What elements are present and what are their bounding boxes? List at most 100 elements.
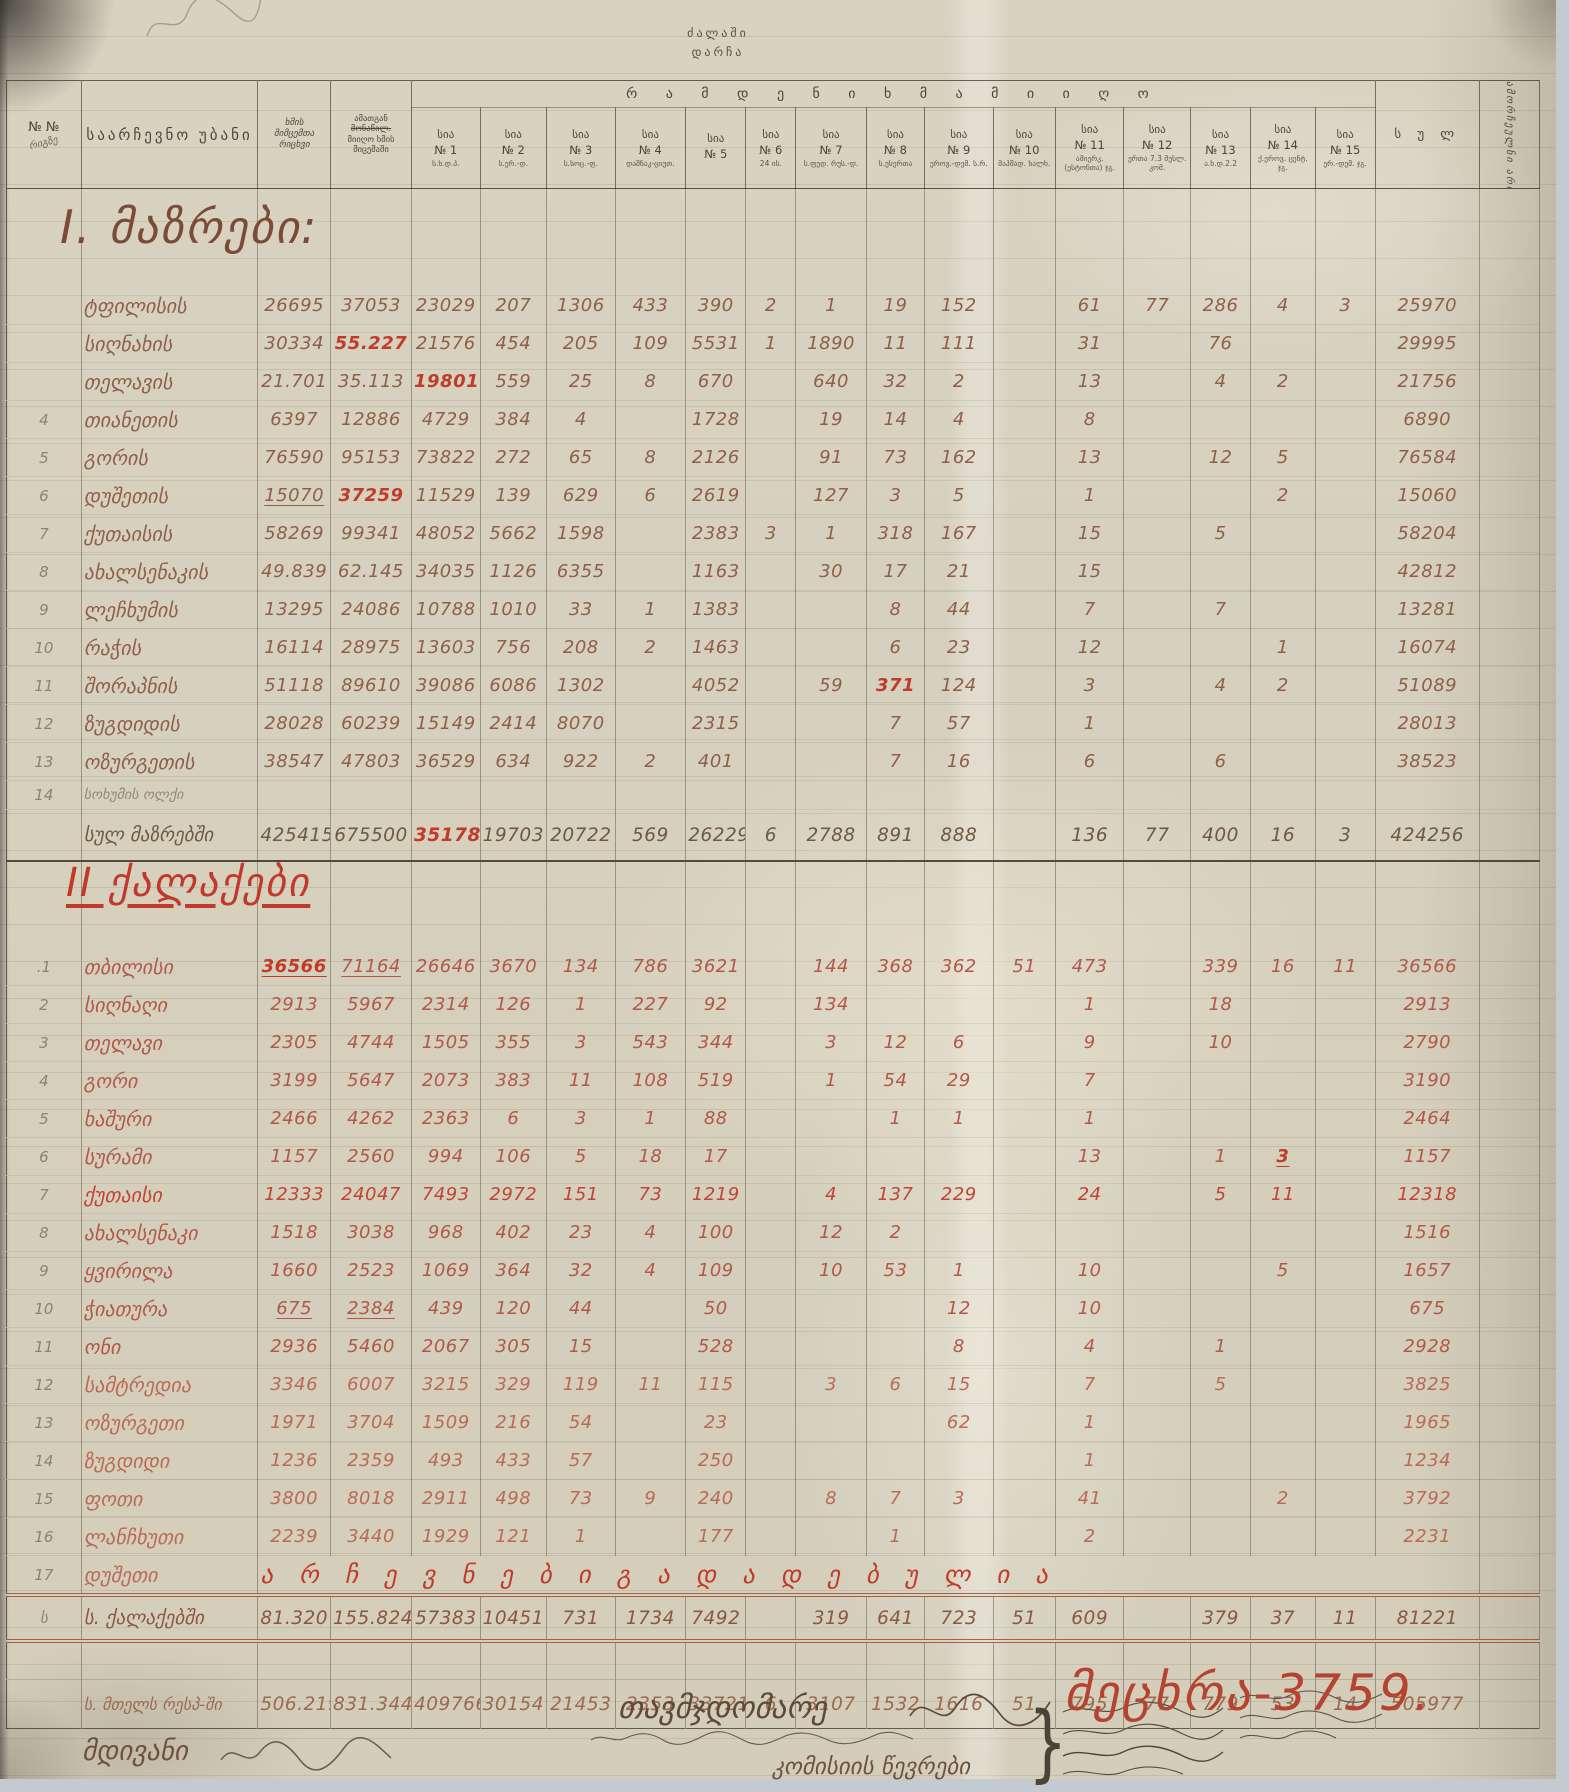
value-cell: 1 xyxy=(1055,1441,1125,1480)
value-cell: 5 xyxy=(1250,438,1316,477)
value-cell: 42812 xyxy=(1375,552,1480,591)
value-cell: 92 xyxy=(685,985,747,1024)
value-cell xyxy=(1123,1479,1191,1518)
value-cell: 18 xyxy=(1190,985,1252,1024)
chairman-signature-scribble xyxy=(909,1693,1051,1726)
value-cell: 59 xyxy=(795,666,867,705)
row-number: 12 xyxy=(6,1365,82,1404)
table-row: 14 ზუგდიდი 1236 2359 493 433 57 250 1 1234 xyxy=(6,1441,1541,1480)
row-number xyxy=(6,809,82,862)
secretary-label: მდივანი xyxy=(82,1736,188,1767)
list-number: № 14 xyxy=(1267,138,1298,153)
spacer-cell xyxy=(745,1641,797,1680)
table-row: სიღნახის 30334 55.227 21576 454 205 109 5531 1 18… xyxy=(6,324,1541,363)
top-note-line1: ძალაში xyxy=(687,26,749,40)
value-cell xyxy=(1123,1175,1191,1214)
value-cell: 11 xyxy=(1315,1593,1376,1643)
value-cell: 109 xyxy=(685,1251,747,1290)
value-cell: 3 xyxy=(1315,287,1376,325)
band-cell xyxy=(795,188,867,287)
value-cell xyxy=(1315,985,1376,1024)
precinct-name: ჭიათურა xyxy=(81,1289,259,1328)
value-cell: 17 xyxy=(866,552,926,591)
value-cell: 390 xyxy=(685,287,747,325)
value-cell: 12 xyxy=(1055,628,1125,667)
value-cell xyxy=(745,628,797,667)
value-cell: 2363 xyxy=(411,1099,481,1138)
value-cell xyxy=(1315,628,1376,667)
value-cell: 12 xyxy=(924,1289,994,1328)
value-cell: 32 xyxy=(866,362,926,401)
value-cell: 12318 xyxy=(1375,1175,1480,1214)
value-cell xyxy=(993,287,1056,325)
precinct-name: ქუთაისის xyxy=(81,514,259,553)
band-cell xyxy=(1375,861,1480,948)
red-stamp-number: მეცხრა-3759. xyxy=(1064,1664,1433,1722)
precinct-name: ზუგდიდი xyxy=(81,1441,259,1480)
value-cell xyxy=(993,1479,1056,1518)
value-cell: 329 xyxy=(480,1365,548,1404)
value-cell: 1 xyxy=(546,1517,616,1556)
value-cell xyxy=(924,1137,994,1176)
value-cell: 3 xyxy=(866,476,926,515)
precinct-name: სიღნახის xyxy=(81,324,259,363)
value-cell xyxy=(993,1023,1056,1062)
remark-cell xyxy=(1479,1593,1541,1643)
list-number: № 13 xyxy=(1205,142,1236,157)
spacer-cell xyxy=(1190,1641,1252,1680)
band-cell xyxy=(685,188,747,287)
value-cell: 2464 xyxy=(1375,1099,1480,1138)
band-cell xyxy=(1250,188,1316,287)
table-row: 10 ჭიათურა 675 2384 439 120 44 50 12 10 675 xyxy=(6,1289,1541,1328)
spacer-cell xyxy=(866,1641,926,1680)
value-cell: 1660 xyxy=(257,1251,332,1290)
band-cell xyxy=(1190,188,1252,287)
value-cell xyxy=(1123,666,1191,705)
row-number: 4 xyxy=(6,400,82,439)
value-cell: 1 xyxy=(1250,628,1316,667)
value-cell: 7 xyxy=(866,742,926,781)
table-row: 3 თელავი 2305 4744 1505 355 3 543 344 3 12 6 9 10 2790 xyxy=(6,1023,1541,1062)
value-cell: 37 xyxy=(1250,1593,1316,1643)
value-cell: 44 xyxy=(546,1289,616,1328)
band-cell xyxy=(411,188,481,287)
list-number: № 4 xyxy=(638,142,662,157)
col-header-list-5: სია № 5 xyxy=(685,107,747,189)
value-cell: 1 xyxy=(1190,1137,1252,1176)
value-cell: 1163 xyxy=(685,552,747,591)
value-cell: 38547 xyxy=(257,742,332,781)
value-cell: 4 xyxy=(1190,666,1252,705)
total-label: ს. მთელს რესპ-ში xyxy=(81,1679,259,1729)
remark-cell xyxy=(1479,1479,1541,1518)
value-cell xyxy=(1123,324,1191,363)
value-cell: 5 xyxy=(1250,1251,1316,1290)
band-cell xyxy=(1055,188,1125,287)
value-cell: 1929 xyxy=(411,1517,481,1556)
value-cell: 10451 xyxy=(480,1593,548,1643)
party-abbrev: ამიერკ. (ესტონთა) ჯგ. xyxy=(1064,154,1116,172)
value-cell xyxy=(993,438,1056,477)
table-row: 2 სიღნაღი 2913 5967 2314 126 1 227 92 134 1 18 2913 xyxy=(6,985,1541,1024)
value-cell xyxy=(745,1251,797,1290)
row-number: 10 xyxy=(6,628,82,667)
row-number xyxy=(6,324,82,363)
value-cell xyxy=(1315,1479,1376,1518)
row-number: 5 xyxy=(6,1099,82,1138)
col-header-list-1: სია № 1 ს.ხ.დ.პ. xyxy=(411,107,481,189)
value-cell: 1734 xyxy=(615,1593,687,1643)
value-cell: 641 xyxy=(866,1593,926,1643)
value-cell: 498 xyxy=(480,1479,548,1518)
value-cell: 119 xyxy=(546,1365,616,1404)
remark-cell xyxy=(1479,780,1541,810)
value-cell xyxy=(745,704,797,743)
value-cell xyxy=(993,1365,1056,1404)
value-cell: 73 xyxy=(546,1479,616,1518)
value-cell: 240 xyxy=(685,1479,747,1518)
value-cell xyxy=(745,742,797,781)
value-cell: 134 xyxy=(546,948,616,986)
value-cell: 23029 xyxy=(411,287,481,325)
list-word: სია xyxy=(1212,127,1230,141)
value-cell xyxy=(1190,1479,1252,1518)
value-cell: 207 xyxy=(480,287,548,325)
value-cell xyxy=(615,400,687,439)
